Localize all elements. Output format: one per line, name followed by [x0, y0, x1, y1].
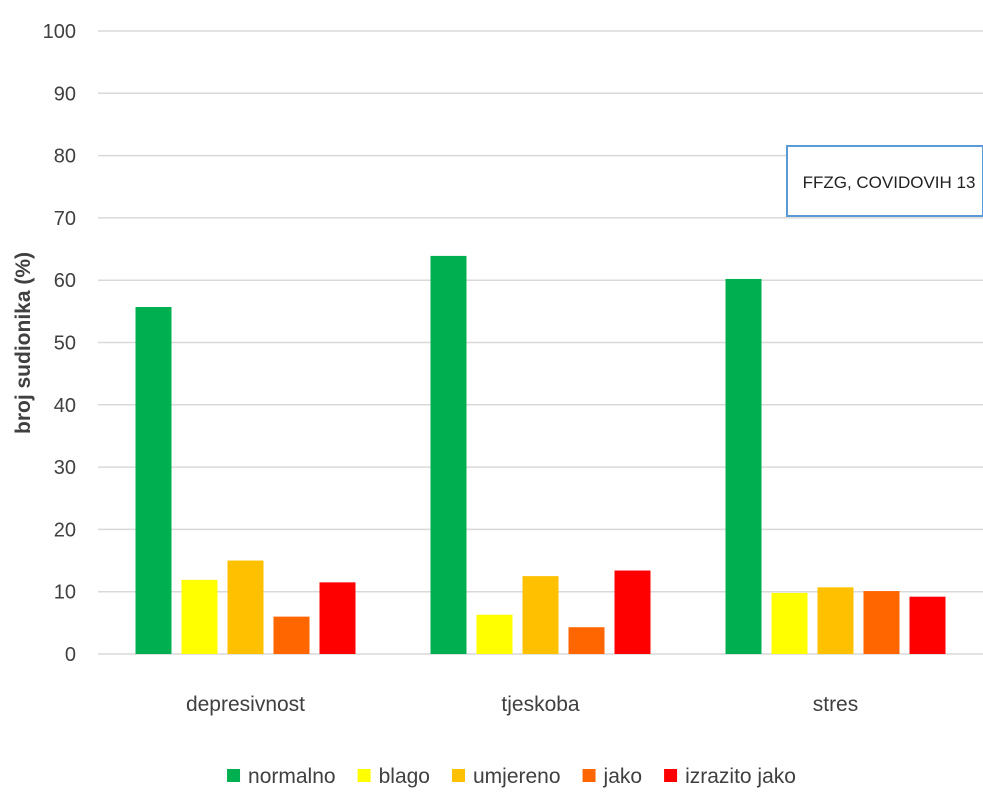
- legend-swatch: [227, 769, 241, 782]
- legend-label: blago: [379, 765, 430, 788]
- annotation-text: FFZG, COVIDOVIH 13: [803, 173, 976, 192]
- legend: normalno blago umjereno jako izrazito jako: [227, 765, 796, 788]
- bar-jako-tjeskoba: [568, 627, 605, 654]
- y-tick-label: 20: [54, 519, 76, 541]
- bar-blago-tjeskoba: [476, 614, 513, 654]
- bar-izrazito-jako-stres: [909, 596, 946, 654]
- y-tick-label: 100: [43, 21, 76, 43]
- bar-jako-stres: [863, 591, 900, 654]
- legend-label: jako: [603, 765, 643, 788]
- y-tick-label: 0: [65, 644, 76, 666]
- legend-item: izrazito jako: [664, 765, 796, 788]
- legend-label: normalno: [248, 765, 336, 788]
- y-axis-label: broj sudionika (%): [12, 252, 35, 434]
- bar-jako-depresivnost: [273, 616, 310, 654]
- bar-blago-depresivnost: [181, 579, 218, 654]
- y-axis-ticks: 0 10 20 30 40 50 60 70 80 90 100: [43, 21, 76, 666]
- legend-item: normalno: [227, 765, 336, 788]
- y-tick-label: 40: [54, 395, 76, 417]
- legend-item: jako: [582, 765, 643, 788]
- legend-swatch: [357, 769, 371, 782]
- y-tick-label: 30: [54, 457, 76, 479]
- annotation-box: FFZG, COVIDOVIH 13: [786, 145, 983, 217]
- x-tick-label: stres: [813, 693, 859, 716]
- y-tick-label: 90: [54, 83, 76, 105]
- legend-swatch: [664, 769, 678, 782]
- bar-umjereno-stres: [817, 587, 854, 654]
- bar-blago-stres: [771, 592, 808, 654]
- bar-normalno-stres: [725, 278, 762, 654]
- annotation-box-border: [786, 145, 983, 217]
- legend-label: umjereno: [473, 765, 561, 788]
- y-tick-label: 50: [54, 333, 76, 355]
- legend-swatch: [451, 769, 465, 782]
- legend-label: izrazito jako: [685, 765, 796, 788]
- bar-normalno-tjeskoba: [430, 255, 467, 654]
- gridlines: [98, 30, 983, 593]
- y-tick-label: 10: [54, 582, 76, 604]
- x-tick-label: depresivnost: [186, 693, 305, 716]
- y-tick-label: 60: [54, 270, 76, 292]
- legend-item: umjereno: [451, 765, 561, 788]
- y-tick-label: 70: [54, 208, 76, 230]
- x-axis-category-labels: depresivnost tjeskoba stres: [186, 693, 858, 716]
- bar-izrazito-jako-tjeskoba: [614, 570, 651, 654]
- bar-izrazito-jako-depresivnost: [319, 582, 356, 654]
- legend-swatch: [582, 769, 596, 782]
- bar-umjereno-depresivnost: [227, 560, 264, 654]
- bar-normalno-depresivnost: [135, 306, 172, 654]
- y-tick-label: 80: [54, 146, 76, 168]
- bars: [135, 255, 946, 654]
- x-tick-label: tjeskoba: [501, 693, 580, 716]
- bar-umjereno-tjeskoba: [522, 576, 559, 654]
- legend-item: blago: [357, 765, 430, 788]
